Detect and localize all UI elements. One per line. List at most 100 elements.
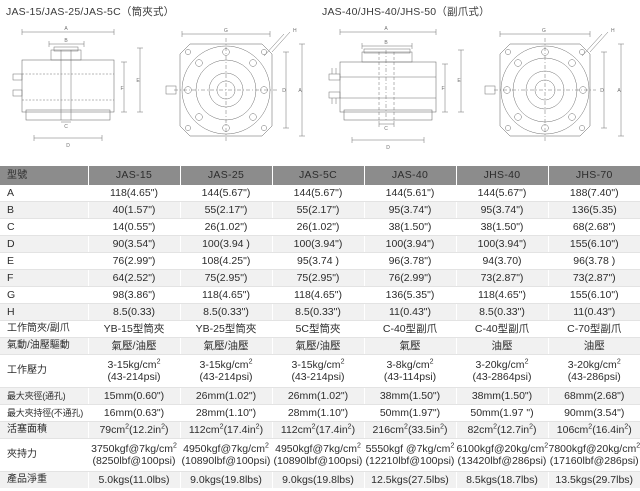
table-cell: 26mm(1.02") bbox=[272, 387, 365, 405]
table-cell: 8.5kgs(18.7lbs) bbox=[456, 471, 549, 488]
table-cell: 氣壓 bbox=[364, 337, 457, 355]
table-cell: 90mm(3.54") bbox=[548, 404, 640, 422]
table-cell: 73(2.87") bbox=[548, 269, 640, 287]
table-cell: 90(3.54") bbox=[88, 235, 181, 253]
svg-text:G: G bbox=[224, 28, 228, 34]
table-row: G 98(3.86") 118(4.65") 118(4.65") 136(5.35")… bbox=[0, 286, 640, 304]
table-row: A 118(4.65") 144(5.67") 144(5.67") 144(5.61"… bbox=[0, 185, 640, 202]
table-cell: 5C型筒夾 bbox=[272, 320, 365, 338]
table-cell: 油壓 bbox=[456, 337, 549, 355]
table-cell: 100(3.94") bbox=[456, 235, 549, 253]
table-cell: 95(3.74") bbox=[364, 201, 457, 219]
table-cell: 73(2.87") bbox=[456, 269, 549, 287]
header-col-jas-40: JAS-40 bbox=[364, 166, 457, 185]
row-label: B bbox=[0, 201, 89, 219]
table-cell: 14(0.55") bbox=[88, 218, 181, 236]
table-cell: 95(3.74") bbox=[456, 201, 549, 219]
svg-text:H: H bbox=[611, 28, 615, 34]
table-cell: 3750kgf@7kg/cm2 (8250lbf@100psi) bbox=[88, 438, 181, 472]
table-row: 產品淨重 5.0kgs(11.0lbs) 9.0kgs(19.8lbs) 9.0kgs… bbox=[0, 471, 640, 488]
drawing-title-right: JAS-40/JHS-40/JHS-50（副爪式） bbox=[322, 6, 490, 18]
collet-side-svg: A B bbox=[12, 26, 143, 149]
table-cell: 3-8kg/cm2 (43-114psi) bbox=[364, 354, 457, 388]
table-cell: 9.0kgs(19.8lbs) bbox=[180, 471, 273, 488]
svg-text:C: C bbox=[64, 124, 68, 130]
diagram-collet-front-view: G bbox=[160, 22, 318, 164]
table-cell: 5550kgf @7kg/cm2 (12210lbf@100psi) bbox=[364, 438, 457, 472]
svg-text:E: E bbox=[457, 78, 461, 84]
table-cell: 8.5(0.33") bbox=[272, 303, 365, 321]
table-cell: 155(6.10") bbox=[548, 235, 640, 253]
svg-text:D: D bbox=[282, 88, 286, 94]
table-cell: 26mm(1.02") bbox=[180, 387, 273, 405]
table-cell: 3-15kg/cm2 (43-214psi) bbox=[272, 354, 365, 388]
table-cell: 38mm(1.50") bbox=[364, 387, 457, 405]
row-label: 夾持力 bbox=[0, 438, 89, 472]
table-cell: 油壓 bbox=[548, 337, 640, 355]
table-cell: 11(0.43") bbox=[548, 303, 640, 321]
drawing-title-left: JAS-15/JAS-25/JAS-5C（筒夾式） bbox=[6, 6, 175, 18]
table-cell: 106cm2(16.4in2) bbox=[548, 421, 640, 439]
svg-text:B: B bbox=[384, 40, 388, 46]
table-cell: 50mm(1.97 ") bbox=[456, 404, 549, 422]
table-cell: 155(6.10") bbox=[548, 286, 640, 304]
row-label: G bbox=[0, 286, 89, 304]
table-body: A 118(4.65") 144(5.67") 144(5.67") 144(5.61"… bbox=[0, 185, 640, 488]
table-cell: 8.5(0.33") bbox=[456, 303, 549, 321]
table-cell: 7800kgf@20kg/cm2 (17160lbf@286psi) bbox=[548, 438, 640, 472]
svg-text:H: H bbox=[293, 28, 297, 34]
table-cell: 112cm2(17.4in2) bbox=[272, 421, 365, 439]
svg-text:D: D bbox=[600, 88, 604, 94]
diagram-jaw-front-view: G H bbox=[480, 22, 638, 164]
table-cell: 3-20kg/cm2 (43-2864psi) bbox=[456, 354, 549, 388]
svg-text:E: E bbox=[136, 78, 140, 84]
table-cell: 108(4.25") bbox=[180, 252, 273, 270]
row-label: A bbox=[0, 185, 89, 202]
row-label: 最大夾徑(通孔) bbox=[0, 387, 89, 405]
table-cell: 76(2.99") bbox=[88, 252, 181, 270]
table-cell: 3-20kg/cm2 (43-286psi) bbox=[548, 354, 640, 388]
specification-table: 型號 JAS-15 JAS-25 JAS-5C JAS-40 JHS-40 JH… bbox=[0, 166, 640, 488]
table-row: 氣動/油壓驅動 氣壓/油壓 氣壓/油壓 氣壓/油壓 氣壓 油壓 油壓 bbox=[0, 337, 640, 355]
table-cell: 38(1.50") bbox=[364, 218, 457, 236]
table-row: 最大夾徑(通孔) 15mm(0.60") 26mm(1.02") 26mm(1.02"… bbox=[0, 387, 640, 405]
svg-text:G: G bbox=[542, 28, 546, 34]
drawing-area: JAS-15/JAS-25/JAS-5C（筒夾式） JAS-40/JHS-40/… bbox=[0, 0, 640, 166]
table-cell: 3-15kg/cm2 (43-214psi) bbox=[180, 354, 273, 388]
svg-text:A: A bbox=[64, 26, 68, 32]
table-cell: 118(4.65") bbox=[456, 286, 549, 304]
table-row: 工作筒夾/副爪 YB-15型筒夾 YB-25型筒夾 5C型筒夾 C-40型副爪 C-40型… bbox=[0, 320, 640, 338]
table-cell: 64(2.52") bbox=[88, 269, 181, 287]
table-cell: 氣壓/油壓 bbox=[180, 337, 273, 355]
table-cell: 8.5(0.33) bbox=[88, 303, 181, 321]
table-cell: 96(3.78") bbox=[364, 252, 457, 270]
table-cell: 136(5.35") bbox=[364, 286, 457, 304]
table-row: 活塞面積 79cm2(12.2in2) 112cm2(17.4in2) 112cm2(… bbox=[0, 421, 640, 439]
table-cell: 55(2.17") bbox=[272, 201, 365, 219]
svg-text:A: A bbox=[617, 88, 621, 94]
header-col-jas-15: JAS-15 bbox=[88, 166, 181, 185]
diagram-collet-side-view: A B bbox=[4, 22, 156, 164]
row-label: H bbox=[0, 303, 89, 321]
header-model-label: 型號 bbox=[0, 166, 89, 185]
table-cell: 26(1.02") bbox=[272, 218, 365, 236]
header-row: 型號 JAS-15 JAS-25 JAS-5C JAS-40 JHS-40 JH… bbox=[0, 166, 640, 185]
table-header: 型號 JAS-15 JAS-25 JAS-5C JAS-40 JHS-40 JH… bbox=[0, 166, 640, 185]
table-cell: 100(3.94") bbox=[272, 235, 365, 253]
table-cell: C-70型副爪 bbox=[548, 320, 640, 338]
table-row: C 14(0.55") 26(1.02") 26(1.02") 38(1.50") 38(… bbox=[0, 218, 640, 236]
table-row: H 8.5(0.33) 8.5(0.33") 8.5(0.33") 11(0.43") 8… bbox=[0, 303, 640, 321]
jaw-side-svg: A B bbox=[328, 26, 464, 151]
svg-text:F: F bbox=[120, 86, 123, 92]
table-cell: 100(3.94 ) bbox=[180, 235, 273, 253]
svg-text:A: A bbox=[298, 88, 302, 94]
table-cell: 28mm(1.10") bbox=[272, 404, 365, 422]
table-cell: YB-25型筒夾 bbox=[180, 320, 273, 338]
table-cell: 118(4.65") bbox=[88, 185, 181, 202]
table-row: 工作壓力 3-15kg/cm2 (43-214psi) 3-15kg/cm2 (43-2… bbox=[0, 354, 640, 388]
table-cell: 12.5kgs(27.5lbs) bbox=[364, 471, 457, 488]
table-cell: 8.5(0.33") bbox=[180, 303, 273, 321]
table-cell: 26(1.02") bbox=[180, 218, 273, 236]
table-row: F 64(2.52") 75(2.95") 75(2.95") 76(2.99") 73(… bbox=[0, 269, 640, 287]
table-cell: 16mm(0.63") bbox=[88, 404, 181, 422]
